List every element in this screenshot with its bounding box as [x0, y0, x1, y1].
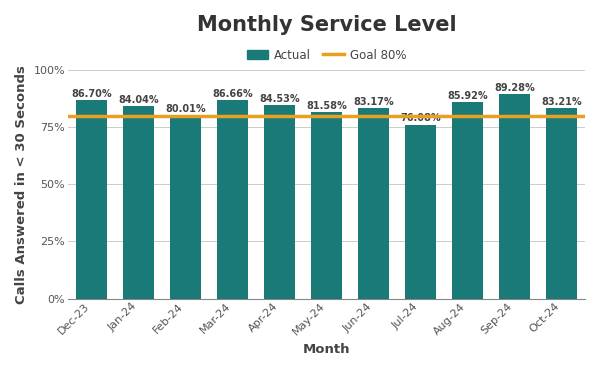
Legend: Actual, Goal 80%: Actual, Goal 80%: [242, 44, 411, 66]
Y-axis label: Calls Answered in < 30 Seconds: Calls Answered in < 30 Seconds: [15, 65, 28, 303]
Bar: [264, 105, 295, 299]
Bar: [170, 116, 201, 299]
Text: 81.58%: 81.58%: [306, 101, 347, 111]
Bar: [499, 94, 530, 299]
Text: 84.04%: 84.04%: [118, 95, 159, 105]
Text: 85.92%: 85.92%: [447, 91, 488, 101]
Text: 83.17%: 83.17%: [353, 97, 394, 107]
Bar: [358, 108, 389, 299]
Bar: [405, 125, 436, 299]
Text: 84.53%: 84.53%: [259, 94, 300, 104]
Text: 80.01%: 80.01%: [165, 105, 206, 114]
Bar: [217, 101, 248, 299]
Bar: [76, 100, 107, 299]
Text: 86.70%: 86.70%: [71, 89, 112, 99]
X-axis label: Month: Month: [303, 343, 350, 356]
Text: 83.21%: 83.21%: [541, 97, 582, 107]
Bar: [311, 112, 342, 299]
Text: 76.08%: 76.08%: [400, 114, 441, 124]
Text: 89.28%: 89.28%: [494, 83, 535, 93]
Title: Monthly Service Level: Monthly Service Level: [197, 15, 456, 35]
Bar: [546, 108, 577, 299]
Text: 86.66%: 86.66%: [212, 89, 253, 99]
Bar: [452, 102, 483, 299]
Bar: [123, 106, 154, 299]
